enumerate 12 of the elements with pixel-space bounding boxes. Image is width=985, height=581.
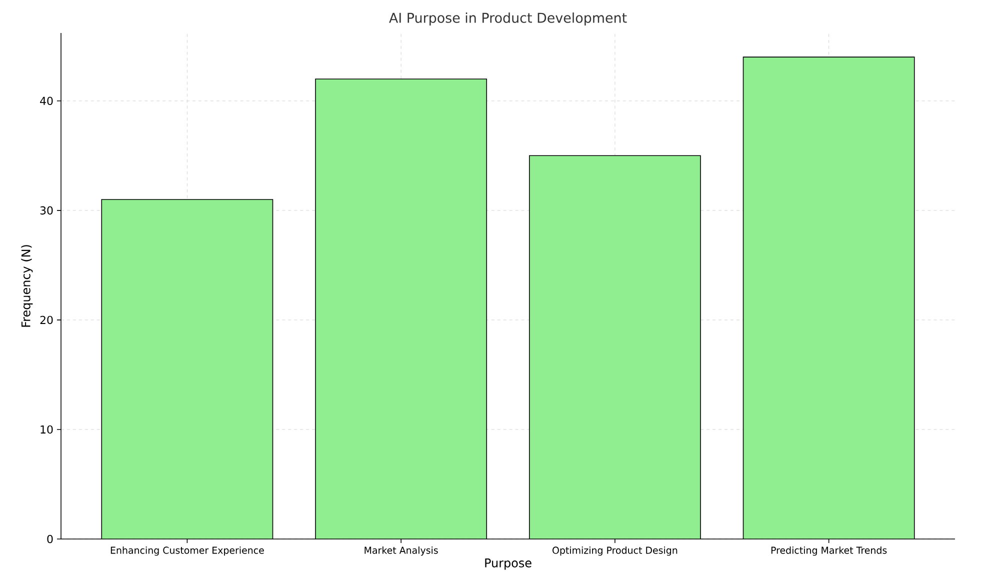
y-tick-label: 30: [40, 206, 53, 215]
x-tick-label: Market Analysis: [364, 546, 438, 556]
y-tick-label: 10: [40, 425, 53, 434]
x-tick-label: Predicting Market Trends: [771, 546, 887, 556]
y-axis-title: Frequency (N): [21, 245, 33, 327]
chart-title: AI Purpose in Product Development: [389, 12, 627, 26]
x-tick-label: Optimizing Product Design: [552, 546, 678, 556]
x-axis-title: Purpose: [485, 558, 532, 570]
y-tick-label: 40: [40, 96, 53, 106]
x-tick-label: Enhancing Customer Experience: [110, 546, 264, 556]
y-tick-label: 20: [40, 316, 53, 324]
y-tick-label: 0: [47, 534, 53, 544]
